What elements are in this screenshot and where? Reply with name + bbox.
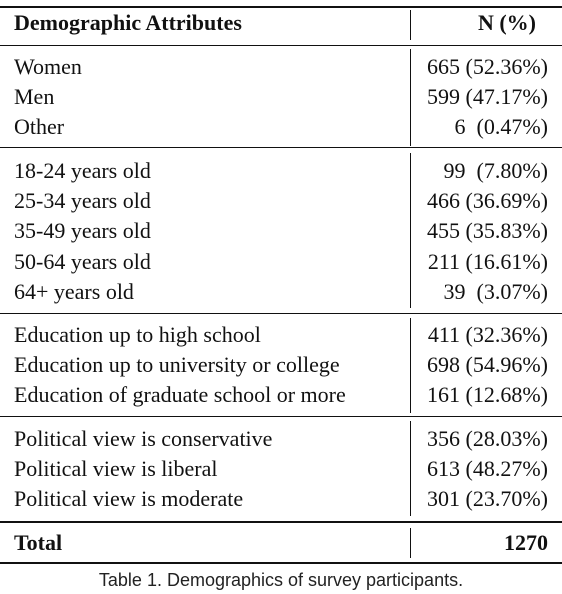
row-n: 161 (12.68%) (427, 382, 548, 407)
row-attribute: 35-49 years old (14, 218, 151, 243)
header-divider (410, 10, 411, 40)
row-n: 411 (32.36%) (427, 322, 548, 347)
table-row: 18-24 years old 99 (7.80%) (0, 156, 562, 186)
table-header-row: Demographic Attributes N (%) (0, 8, 562, 38)
row-n: 698 (54.96%) (427, 352, 548, 377)
table-row: 50-64 years old 211 (16.61%) (0, 247, 562, 277)
table-row: Political view is conservative 356 (28.0… (0, 424, 562, 454)
header-attribute: Demographic Attributes (14, 10, 242, 35)
table-caption: Table 1. Demographics of survey particip… (98, 570, 464, 590)
row-attribute: Political view is liberal (14, 456, 218, 481)
header-n: N (%) (477, 10, 536, 35)
table-row: Education up to university or college 69… (0, 350, 562, 380)
row-n: 356 (28.03%) (427, 426, 548, 451)
row-attribute: Men (14, 84, 55, 109)
row-attribute: 64+ years old (14, 279, 134, 304)
total-divider (410, 528, 411, 558)
table-row: 25-34 years old 466 (36.69%) (0, 186, 562, 216)
table-row: Women 665 (52.36%) (0, 52, 562, 82)
table-row: Political view is liberal 613 (48.27%) (0, 454, 562, 484)
group-rule (0, 313, 562, 314)
row-n: 466 (36.69%) (427, 188, 548, 213)
column-divider (410, 153, 411, 308)
row-n: 599 (47.17%) (427, 84, 548, 109)
row-attribute: Women (14, 54, 82, 79)
total-value: 1270 (504, 530, 548, 555)
row-attribute: Education of graduate school or more (14, 382, 346, 407)
table-row: 35-49 years old 455 (35.83%) (0, 216, 562, 246)
table-row: Political view is moderate 301 (23.70%) (0, 484, 562, 514)
row-attribute: Political view is conservative (14, 426, 273, 451)
table-bottom-rule (0, 562, 562, 564)
row-attribute: 50-64 years old (14, 249, 151, 274)
header-rule (0, 45, 562, 46)
column-divider (410, 421, 411, 516)
table-row: Other 6 (0.47%) (0, 112, 562, 142)
row-n: 301 (23.70%) (427, 486, 548, 511)
total-row: Total 1270 (0, 528, 562, 558)
column-divider (410, 49, 411, 146)
row-attribute: Other (14, 114, 65, 139)
row-n: 665 (52.36%) (427, 54, 548, 79)
total-rule (0, 521, 562, 523)
table-row: Men 599 (47.17%) (0, 82, 562, 112)
row-attribute: Education up to university or college (14, 352, 340, 377)
row-n: 211 (16.61%) (427, 249, 548, 274)
row-n: 455 (35.83%) (427, 218, 548, 243)
row-n: 39 (3.07%) (443, 279, 548, 304)
row-n: 613 (48.27%) (427, 456, 548, 481)
table-row: Education up to high school 411 (32.36%) (0, 320, 562, 350)
row-attribute: 18-24 years old (14, 158, 151, 183)
table-row: 64+ years old 39 (3.07%) (0, 277, 562, 307)
row-attribute: Education up to high school (14, 322, 261, 347)
table-row: Education of graduate school or more 161… (0, 380, 562, 410)
row-n: 6 (0.47%) (454, 114, 548, 139)
row-attribute: 25-34 years old (14, 188, 151, 213)
row-n: 99 (7.80%) (443, 158, 548, 183)
table-top-rule (0, 6, 562, 8)
group-rule (0, 416, 562, 417)
total-label: Total (14, 530, 63, 555)
column-divider (410, 318, 411, 413)
group-rule (0, 147, 562, 148)
row-attribute: Political view is moderate (14, 486, 244, 511)
